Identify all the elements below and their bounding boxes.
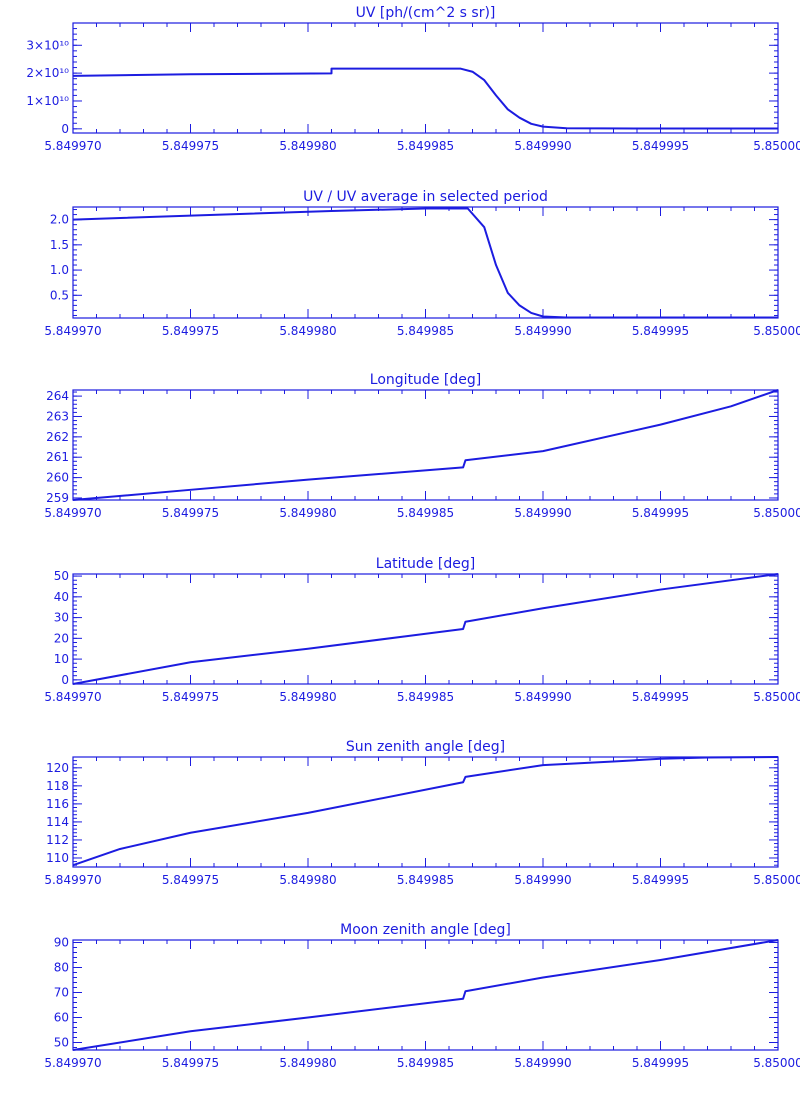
y-tick-label: 1.0 — [50, 263, 69, 277]
x-tick-label: 5.849995 — [632, 690, 689, 704]
y-tick-label: 50 — [54, 569, 69, 583]
y-tick-label: 0 — [61, 122, 69, 136]
plot-frame — [72, 22, 779, 134]
y-tick-label: 2×10¹⁰ — [26, 66, 69, 80]
x-tick-label: 5.849990 — [514, 506, 571, 520]
y-tick-label: 110 — [46, 851, 69, 865]
y-tick-label: 90 — [54, 936, 69, 950]
plot-frame — [72, 756, 779, 868]
x-tick-label: 5.849985 — [397, 1056, 454, 1070]
x-tick-label: 5.849975 — [162, 506, 219, 520]
x-tick-label: 5.85000 — [753, 873, 800, 887]
chart-title: Sun zenith angle [deg] — [346, 739, 505, 755]
y-tick-label: 264 — [46, 389, 69, 403]
x-tick-label: 5.849980 — [279, 324, 336, 338]
chart-title: Longitude [deg] — [370, 372, 481, 388]
y-tick-label: 80 — [54, 961, 69, 975]
x-tick-label: 5.849995 — [632, 506, 689, 520]
x-tick-label: 5.849970 — [44, 1056, 101, 1070]
series-line-1 — [72, 573, 779, 685]
x-tick-label: 5.849985 — [397, 873, 454, 887]
y-tick-label: 261 — [46, 450, 69, 464]
x-tick-label: 5.849995 — [632, 139, 689, 153]
x-tick-label: 5.849985 — [397, 690, 454, 704]
x-tick-label: 5.849980 — [279, 1056, 336, 1070]
y-tick-label: 262 — [46, 430, 69, 444]
x-tick-label: 5.849980 — [279, 139, 336, 153]
chart-title: UV [ph/(cm^2 s sr)] — [356, 5, 496, 21]
y-tick-label: 118 — [46, 779, 69, 793]
x-tick-label: 5.849995 — [632, 324, 689, 338]
series-line-1 — [72, 389, 779, 501]
y-tick-label: 114 — [46, 815, 69, 829]
x-tick-label: 5.849980 — [279, 506, 336, 520]
y-tick-label: 112 — [46, 833, 69, 847]
plot-panel-1: UV [ph/(cm^2 s sr)] 5.849970 5.849975 5.849… — [26, 5, 800, 153]
x-tick-label: 5.849970 — [44, 324, 101, 338]
x-tick-label: 5.849990 — [514, 690, 571, 704]
x-tick-label: 5.849970 — [44, 139, 101, 153]
x-tick-label: 5.849995 — [632, 1056, 689, 1070]
x-tick-label: 5.85000 — [753, 1056, 800, 1070]
x-tick-label: 5.849985 — [397, 139, 454, 153]
plot-panel-2: UV / UV average in selected period 5.8499… — [44, 189, 800, 338]
x-tick-label: 5.849975 — [162, 1056, 219, 1070]
x-tick-label: 5.85000 — [753, 690, 800, 704]
y-tick-label: 120 — [46, 761, 69, 775]
series-line-1 — [72, 67, 778, 130]
y-tick-label: 2.0 — [50, 213, 69, 227]
y-tick-label: 1×10¹⁰ — [26, 94, 69, 108]
x-tick-label: 5.85000 — [753, 506, 800, 520]
x-tick-label: 5.849980 — [279, 873, 336, 887]
y-tick-label: 263 — [46, 409, 69, 423]
y-tick-label: 116 — [46, 797, 69, 811]
chart-title: UV / UV average in selected period — [303, 189, 548, 205]
y-tick-label: 259 — [46, 491, 69, 505]
x-tick-label: 5.849990 — [514, 324, 571, 338]
y-tick-label: 70 — [54, 986, 69, 1000]
x-tick-label: 5.849970 — [44, 506, 101, 520]
x-tick-label: 5.849985 — [397, 324, 454, 338]
y-tick-label: 0.5 — [50, 288, 69, 302]
x-tick-label: 5.849970 — [44, 690, 101, 704]
x-tick-label: 5.849995 — [632, 873, 689, 887]
series-line-1 — [72, 939, 779, 1051]
chart-title: Latitude [deg] — [376, 556, 475, 572]
series-line-1 — [72, 756, 779, 867]
y-tick-label: 3×10¹⁰ — [26, 38, 69, 52]
y-tick-label: 10 — [54, 652, 69, 666]
x-tick-label: 5.849975 — [162, 139, 219, 153]
x-tick-label: 5.849970 — [44, 873, 101, 887]
plot-frame — [72, 389, 779, 501]
plot-frame — [72, 573, 779, 685]
plot-frame — [72, 206, 779, 319]
chart-title: Moon zenith angle [deg] — [340, 922, 511, 938]
y-tick-label: 0 — [61, 673, 69, 687]
x-tick-label: 5.849980 — [279, 690, 336, 704]
y-tick-label: 260 — [46, 471, 69, 485]
y-tick-label: 60 — [54, 1011, 69, 1025]
y-tick-label: 30 — [54, 611, 69, 625]
x-tick-label: 5.849975 — [162, 873, 219, 887]
x-tick-label: 5.849985 — [397, 506, 454, 520]
plot-panel-4: Latitude [deg] 5.849970 5.849975 5.849980 5.… — [44, 556, 800, 704]
x-tick-label: 5.849975 — [162, 324, 219, 338]
x-tick-label: 5.849990 — [514, 139, 571, 153]
y-tick-label: 1.5 — [50, 238, 69, 252]
x-tick-label: 5.85000 — [753, 139, 800, 153]
plot-panel-5: Sun zenith angle [deg] 5.849970 5.849975 5.… — [44, 739, 800, 887]
y-tick-label: 40 — [54, 590, 69, 604]
series-line-1 — [72, 207, 778, 319]
plot-panel-3: Longitude [deg] 5.849970 5.849975 5.849980 5… — [44, 372, 800, 520]
x-tick-label: 5.85000 — [753, 324, 800, 338]
x-tick-label: 5.849990 — [514, 1056, 571, 1070]
x-tick-label: 5.849975 — [162, 690, 219, 704]
y-tick-label: 50 — [54, 1036, 69, 1050]
plot-panel-6: Moon zenith angle [deg] 5.849970 5.849975 5… — [44, 922, 800, 1070]
x-tick-label: 5.849990 — [514, 873, 571, 887]
y-tick-label: 20 — [54, 631, 69, 645]
